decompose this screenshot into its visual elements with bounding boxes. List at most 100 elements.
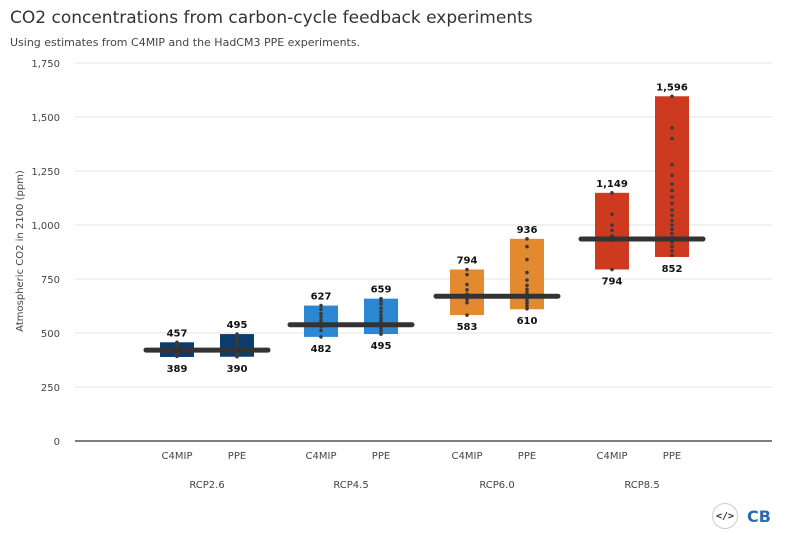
min-value-label: 389 (167, 364, 188, 375)
min-value-label: 390 (227, 364, 248, 375)
x-category-label: RCP8.5 (624, 480, 659, 491)
max-value-label: 1,596 (656, 82, 688, 93)
y-tick-label: 1,750 (31, 59, 60, 70)
ensemble-point (670, 249, 674, 253)
x-subcategory-label: PPE (372, 451, 390, 462)
ensemble-point (610, 267, 614, 272)
ensemble-point (465, 267, 469, 272)
ensemble-point (379, 332, 383, 336)
max-value-label: 457 (167, 328, 188, 339)
code-brackets-icon[interactable]: </> (712, 503, 738, 529)
ensemble-point (319, 328, 323, 333)
y-tick-label: 1,500 (31, 113, 60, 124)
x-subcategory-label: PPE (663, 451, 681, 462)
ensemble-point (379, 302, 383, 306)
x-category-label: RCP6.0 (479, 480, 514, 491)
y-tick-label: 500 (41, 329, 60, 340)
x-subcategory-label: PPE (228, 451, 246, 462)
ensemble-point (525, 301, 529, 305)
ensemble-point (670, 227, 674, 232)
ensemble-point (670, 173, 674, 178)
grid-layer (75, 62, 772, 442)
ensemble-point (319, 307, 323, 312)
ensemble-point (670, 253, 674, 258)
brand-logo: CB (747, 506, 771, 526)
ensemble-point (379, 319, 383, 323)
ensemble-point (670, 162, 674, 167)
max-value-label: 1,149 (596, 179, 628, 190)
ensemble-point (379, 326, 383, 331)
ensemble-point (525, 287, 529, 292)
ensemble-point (525, 244, 529, 249)
ensemble-point (670, 213, 674, 218)
ensemble-point (235, 332, 239, 336)
ensemble-point (319, 311, 323, 316)
range-bar (450, 269, 484, 316)
ensemble-point (525, 290, 529, 295)
y-tick-label: 0 (54, 437, 60, 448)
x-subcategory-label: C4MIP (597, 451, 628, 462)
ensemble-point (610, 212, 614, 216)
ensemble-point (670, 218, 674, 223)
ensemble-point (670, 94, 674, 99)
ensemble-point (670, 231, 674, 236)
y-tick-label: 1,250 (31, 167, 60, 178)
x-subcategory-label: C4MIP (162, 451, 193, 462)
ensemble-point (670, 208, 674, 212)
max-value-label: 659 (371, 285, 392, 296)
x-subcategory-label: PPE (518, 451, 536, 462)
ensemble-point (465, 288, 469, 292)
ensemble-point (175, 340, 179, 345)
max-value-label: 794 (457, 255, 478, 266)
ensemble-point (379, 316, 383, 321)
ensemble-point (610, 191, 614, 195)
max-value-label: 936 (517, 225, 538, 236)
ensemble-point (525, 257, 529, 262)
ensemble-point (319, 315, 323, 319)
ensemble-point (670, 182, 674, 186)
ensemble-point (610, 223, 614, 227)
ensemble-point (525, 283, 529, 288)
ensemble-point (235, 339, 239, 344)
min-value-label: 852 (662, 264, 683, 275)
max-value-label: 627 (311, 292, 332, 303)
ensemble-point (465, 300, 469, 305)
ensemble-point (235, 336, 239, 341)
min-value-label: 583 (457, 322, 478, 333)
bar-layer (143, 94, 706, 359)
ensemble-point (379, 313, 383, 318)
ensemble-point (525, 270, 529, 275)
ensemble-point (610, 228, 614, 233)
y-axis-label: Atmospheric CO2 in 2100 (ppm) (15, 170, 26, 332)
x-subcategory-label: C4MIP (306, 451, 337, 462)
ensemble-point (670, 195, 674, 199)
ensemble-point (379, 296, 383, 301)
ensemble-point (525, 298, 529, 303)
x-category-label: RCP2.6 (189, 480, 224, 491)
x-category-label: RCP4.5 (333, 480, 368, 491)
y-tick-label: 250 (41, 383, 60, 394)
label-layer: 0 250 500 750 1,000 1,250 1,500 1,750 457 389 C4MI… (31, 59, 687, 491)
chart-title: CO2 concentrations from carbon-cycle fee… (10, 8, 533, 28)
ensemble-point (670, 223, 674, 227)
min-value-label: 794 (602, 276, 623, 287)
ensemble-point (525, 304, 529, 308)
ensemble-point (670, 201, 674, 206)
max-value-label: 495 (227, 320, 248, 331)
min-value-label: 495 (371, 341, 392, 352)
ensemble-point (465, 313, 469, 317)
ensemble-point (379, 306, 383, 310)
chart-subtitle: Using estimates from C4MIP and the HadCM… (10, 36, 361, 49)
ensemble-point (670, 244, 674, 249)
ensemble-point (525, 237, 529, 241)
ensemble-point (525, 278, 529, 282)
ensemble-point (465, 282, 469, 287)
y-tick-label: 750 (41, 275, 60, 286)
ensemble-point (319, 303, 323, 308)
x-subcategory-label: C4MIP (452, 451, 483, 462)
ensemble-point (670, 188, 674, 193)
ensemble-point (670, 126, 674, 130)
y-tick-label: 1,000 (31, 221, 60, 232)
ensemble-point (379, 310, 383, 314)
